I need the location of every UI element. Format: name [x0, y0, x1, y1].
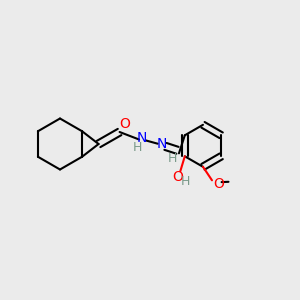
Text: H: H [133, 141, 142, 154]
Text: N: N [136, 131, 147, 145]
Text: O: O [213, 177, 224, 191]
Text: H: H [181, 175, 190, 188]
Text: N: N [156, 137, 167, 151]
Text: O: O [119, 117, 130, 130]
Text: O: O [172, 170, 183, 184]
Text: H: H [168, 152, 177, 165]
